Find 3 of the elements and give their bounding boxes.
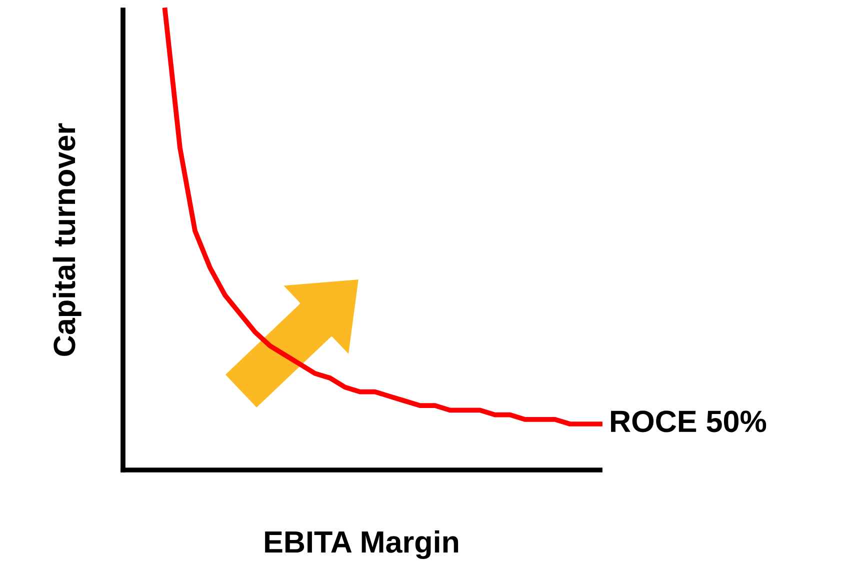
series-label: ROCE 50% <box>611 410 766 432</box>
y-axis-title: Capital turnover <box>52 123 82 356</box>
x-axis-title: EBITA Margin <box>265 530 458 560</box>
